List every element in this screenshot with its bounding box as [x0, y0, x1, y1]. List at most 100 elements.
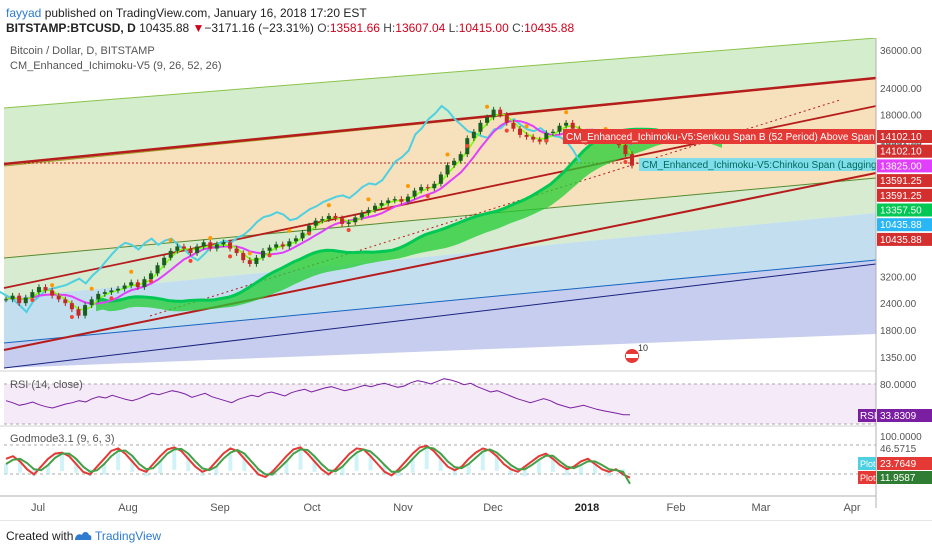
author-link[interactable]: fayyad — [6, 6, 42, 20]
signal-dot — [89, 286, 94, 291]
price-tag-bg — [877, 203, 932, 217]
godmode-shade-bar — [214, 466, 219, 476]
candle — [43, 287, 48, 291]
price-tag: 14102.10 — [877, 144, 932, 158]
godmode-shade-bar — [32, 469, 37, 477]
tradingview-link[interactable]: TradingView — [95, 529, 162, 543]
candle — [452, 160, 457, 166]
price-tag-text: 13591.25 — [880, 176, 922, 187]
candle — [162, 257, 167, 266]
rsi-value-box — [877, 409, 932, 422]
price-tag-text: 13825.00 — [880, 161, 922, 172]
candle — [109, 290, 114, 293]
tradingview-logo-icon[interactable] — [74, 528, 92, 542]
x-tick-label: Mar — [752, 502, 771, 514]
rsi-pane[interactable]: RSI (14, close) — [0, 370, 932, 425]
high-value: 13607.04 — [395, 21, 446, 35]
candle — [366, 209, 371, 213]
candle — [201, 242, 206, 247]
godmode-shade-bar — [102, 464, 107, 475]
x-tick-label: Apr — [843, 502, 860, 514]
candle — [340, 218, 345, 224]
price-tag-bg — [877, 144, 932, 158]
godmode-shade-bar — [130, 455, 135, 472]
godmode-shade-bar — [550, 455, 555, 472]
candle — [17, 295, 22, 304]
godmode-shade-bar — [46, 465, 51, 475]
signal-dot — [69, 315, 74, 319]
price-pane[interactable]: CM_Enhanced_Ichimoku-V5:Senkou Span B (5… — [0, 38, 912, 370]
godmode-value-text: 11.9587 — [880, 473, 916, 484]
x-tick-label: Jul — [31, 502, 45, 514]
x-tick-label: Dec — [483, 502, 503, 514]
candle — [142, 279, 147, 288]
price-axis[interactable]: 36000.00 24000.00 18000.00 14102.10 13825.00… — [858, 38, 932, 508]
signal-dot — [366, 197, 371, 202]
price-tag-text: 13591.25 — [880, 191, 922, 202]
price-tag-bg — [877, 188, 932, 202]
candle — [320, 219, 325, 221]
channel-band-mid — [4, 78, 876, 258]
price-tags: 14102.10 14102.10 13825.00 13591.25 13591.25… — [877, 130, 932, 246]
x-tick-label: Feb — [667, 502, 686, 514]
candle — [168, 250, 173, 258]
time-axis[interactable]: Jul Aug Sep Oct Nov Dec 2018 Feb Mar Apr — [0, 495, 876, 514]
godmode-shade-bar — [284, 461, 289, 474]
trendline-upper[interactable] — [3, 76, 877, 166]
candle — [623, 145, 628, 155]
candle — [471, 131, 476, 139]
candle — [50, 290, 55, 296]
cloud-fill — [96, 129, 722, 312]
signal-dot — [623, 159, 628, 164]
godmode-shade-bar — [564, 466, 569, 476]
godmode-pane[interactable]: Godmode3.1 (9, 6, 3) — [0, 425, 932, 485]
price-tag-bg — [877, 159, 932, 173]
channel-line-3 — [3, 177, 877, 259]
channel-line-4 — [3, 259, 877, 344]
godmode-value-box — [877, 471, 932, 484]
channel-band-blue — [4, 213, 876, 343]
candle — [56, 295, 61, 300]
signal-dot — [544, 138, 549, 143]
rsi-tags: 80.0000 RSI 33.8309 — [858, 380, 932, 422]
candle — [326, 215, 331, 220]
price-tag: 14102.10 — [877, 130, 932, 143]
price-tag: 13591.25 — [877, 174, 932, 188]
x-tick-label: 2018 — [575, 502, 599, 514]
godmode-shade-bar — [536, 459, 541, 474]
candle — [10, 295, 15, 300]
signal-dot — [504, 128, 509, 133]
signal-dot — [247, 251, 252, 256]
candle — [432, 183, 437, 189]
chart-area[interactable]: CM_Enhanced_Ichimoku-V5:Senkou Span B (5… — [0, 38, 932, 520]
candle — [122, 285, 127, 289]
godmode-tag-text: Plot — [860, 459, 876, 469]
candle — [333, 215, 338, 219]
candle — [570, 122, 575, 129]
candle — [630, 154, 634, 166]
candle — [373, 205, 378, 210]
signal-dot — [564, 110, 569, 115]
open-value: 13581.66 — [329, 21, 380, 35]
flag-marker[interactable]: 10 — [625, 343, 648, 363]
candle — [386, 200, 391, 204]
candle — [392, 199, 397, 201]
candle — [557, 125, 562, 132]
x-tick-label: Sep — [210, 502, 230, 514]
godmode-tag-text: Plot — [860, 473, 876, 483]
candle — [485, 117, 490, 123]
candle — [346, 222, 351, 224]
godmode-tick-label: 46.5715 — [880, 444, 917, 455]
godmode-shade-bar — [4, 464, 8, 475]
footer: Created with TradingView — [0, 520, 932, 551]
trendline-lower[interactable] — [3, 172, 877, 351]
godmode-tag-box — [858, 457, 876, 470]
y-tick-label: 18000.00 — [880, 111, 922, 122]
signal-dot — [188, 258, 193, 263]
chart-header: fayyad published on TradingView.com, Jan… — [0, 0, 932, 40]
close-value: 10435.88 — [524, 21, 575, 35]
y-tick-label: 36000.00 — [880, 46, 922, 57]
candle — [300, 232, 305, 239]
y-tick-label: 13357.50 — [880, 139, 922, 150]
candle — [148, 273, 153, 280]
